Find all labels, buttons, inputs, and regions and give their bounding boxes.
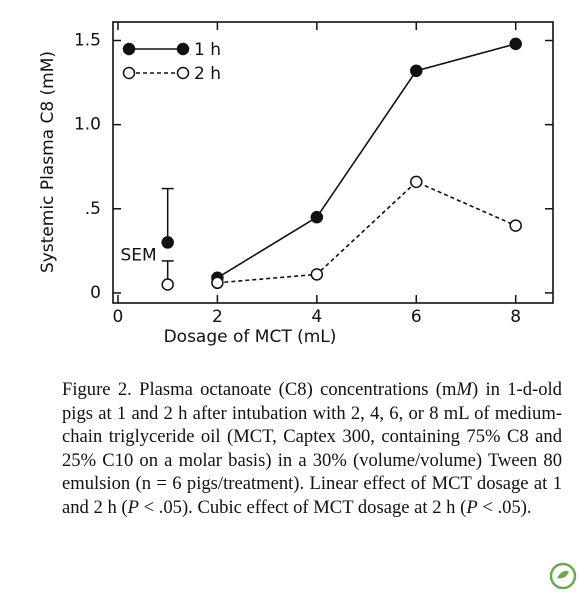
x-tick-label: 4 <box>311 307 322 327</box>
marker <box>509 37 522 51</box>
x-tick-label: 0 <box>113 307 124 327</box>
marker <box>509 219 522 232</box>
marker <box>310 210 324 224</box>
marker <box>161 278 174 291</box>
chart: Dosage of MCT (mL) Systemic Plasma C8 (m… <box>38 21 554 347</box>
plot-frame <box>112 21 554 304</box>
caption-text: < .05). Cubic effect of MCT dosage at 2 … <box>138 496 467 518</box>
marker <box>310 268 324 281</box>
legend-marker <box>122 42 136 56</box>
caption-text: P <box>466 496 478 518</box>
marker <box>161 236 174 249</box>
legend-marker <box>176 66 190 80</box>
legend-marker <box>122 66 136 80</box>
series-line <box>216 43 516 279</box>
caption-text: ) in 1-d-old pigs at 1 and 2 h after int… <box>62 379 562 518</box>
legend-label: 2 h <box>194 64 221 84</box>
marker <box>410 175 423 189</box>
series-line <box>217 180 517 284</box>
y-tick-label: 1.5 <box>74 31 101 51</box>
marker <box>211 276 224 290</box>
caption-text: < .05). <box>477 496 532 518</box>
caption-text: P <box>127 496 139 518</box>
x-tick-label: 8 <box>510 307 521 327</box>
legend-marker <box>176 42 190 56</box>
badge-icon <box>549 562 577 590</box>
caption-text: M <box>456 379 472 400</box>
y-axis-label: Systemic Plasma C8 (mM) <box>38 51 58 273</box>
y-tick-label: 1.0 <box>74 115 101 135</box>
badge-leaf <box>557 570 569 579</box>
y-tick-label: 0 <box>90 283 101 303</box>
legend-label: 1 h <box>194 40 221 60</box>
figure-caption: Figure 2. Plasma octanoate (C8) concentr… <box>62 378 562 520</box>
x-tick-label: 2 <box>212 307 223 327</box>
sem-label: SEM <box>120 245 156 265</box>
marker <box>410 64 423 78</box>
caption-text: Figure 2. Plasma octanoate (C8) concentr… <box>62 379 457 400</box>
x-tick-label: 6 <box>411 307 422 327</box>
x-axis-label: Dosage of MCT (mL) <box>164 327 337 347</box>
y-tick-label: .5 <box>85 199 101 219</box>
